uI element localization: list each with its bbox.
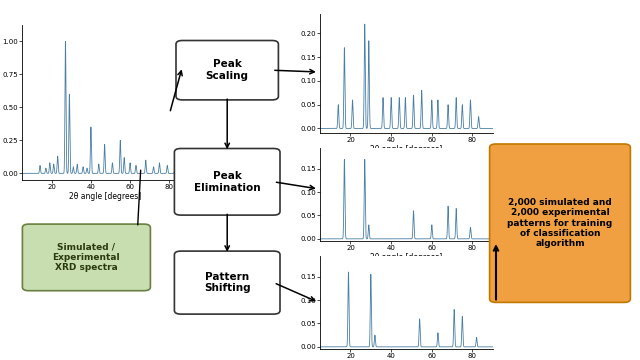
FancyBboxPatch shape (174, 149, 280, 215)
Text: Peak
Elimination: Peak Elimination (194, 171, 260, 193)
Text: 2,000 simulated and
2,000 experimental
patterns for training
of classification
a: 2,000 simulated and 2,000 experimental p… (508, 198, 612, 248)
FancyBboxPatch shape (22, 224, 150, 291)
X-axis label: 2θ angle [degrees]: 2θ angle [degrees] (70, 192, 141, 201)
Text: Simulated /
Experimental
XRD spectra: Simulated / Experimental XRD spectra (52, 243, 120, 272)
Text: Pattern
Shifting: Pattern Shifting (204, 272, 250, 293)
FancyBboxPatch shape (176, 40, 278, 100)
FancyBboxPatch shape (174, 251, 280, 314)
X-axis label: 2θ angle [degrees]: 2θ angle [degrees] (371, 253, 442, 262)
FancyBboxPatch shape (490, 144, 630, 302)
Text: Peak
Scaling: Peak Scaling (205, 59, 249, 81)
X-axis label: 2θ angle [degrees]: 2θ angle [degrees] (371, 145, 442, 154)
